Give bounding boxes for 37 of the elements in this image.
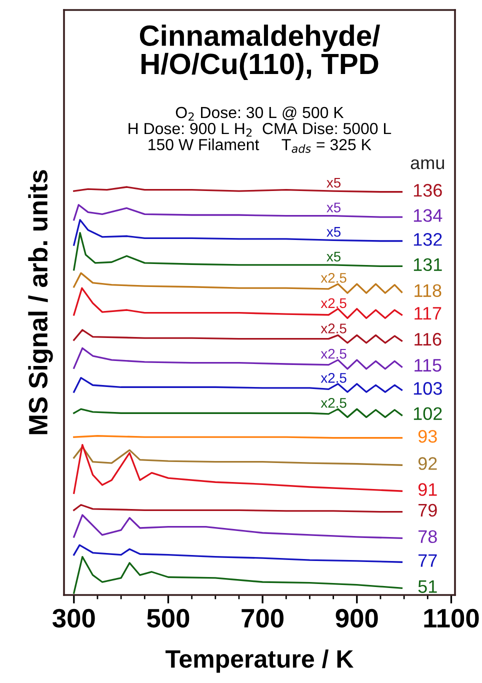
x-tick-label: 300 <box>52 608 95 628</box>
x-tick-label: 900 <box>336 608 378 628</box>
chart-title: Cinnamaldehyde/ H/O/Cu(110), TPD <box>140 24 380 80</box>
text: amu <box>410 159 444 170</box>
series-label: 115 <box>414 359 442 372</box>
annotation: x5 <box>326 227 341 237</box>
series-label: 91 <box>418 483 437 496</box>
annotation: x2.5 <box>320 324 346 334</box>
series-label: 132 <box>414 233 442 246</box>
series-label: 77 <box>418 554 437 567</box>
annotation: x2.5 <box>320 272 346 283</box>
x-tick-label: 1100 <box>424 608 479 628</box>
series-label: 92 <box>418 457 437 470</box>
x-tick-label: 700 <box>242 608 284 628</box>
series-label: 134 <box>414 209 442 222</box>
y-axis-title: MS Signal / arb. units <box>28 170 53 434</box>
annotation: x5 <box>326 252 341 262</box>
annotation: x2.5 <box>320 298 346 308</box>
annotation: x5 <box>326 202 341 212</box>
annotation: x5 <box>326 178 341 188</box>
series-label: 102 <box>414 407 442 420</box>
series-label: 51 <box>418 580 437 593</box>
series-label: 103 <box>414 382 442 395</box>
annotation: x2.5 <box>320 372 346 383</box>
text: O$_{2}$ Dose: 30 L @ 500 K H Dose: 900 L H$_{2}$ CMA Dise: 5000 L 150 W Filament T$_{ads}$ = 325 K <box>128 106 392 153</box>
series-label: 93 <box>418 430 437 443</box>
annotation: x2.5 <box>320 348 346 359</box>
series-label: 118 <box>414 284 442 297</box>
series-label: 117 <box>414 307 442 320</box>
series-label: 131 <box>414 258 442 272</box>
x-axis-title: Temperature / K <box>166 649 354 673</box>
series-label: 136 <box>414 184 442 197</box>
series-label: 116 <box>414 332 442 346</box>
x-tick-label: 500 <box>147 608 190 628</box>
annotation: x2.5 <box>320 398 346 408</box>
series-label: 79 <box>418 504 437 517</box>
series-label: 78 <box>418 530 437 544</box>
